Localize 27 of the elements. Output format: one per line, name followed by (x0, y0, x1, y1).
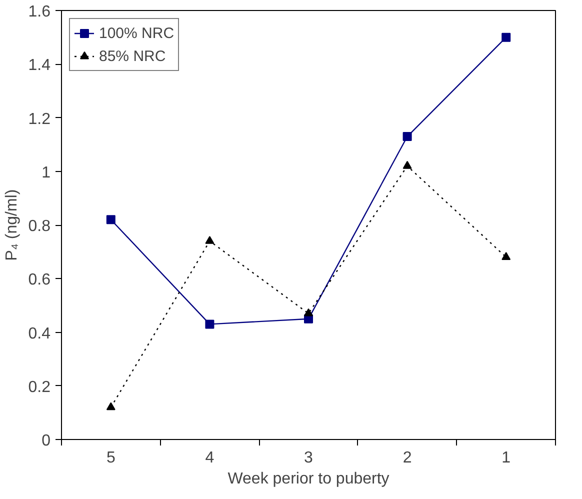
point (402, 160, 412, 169)
y-tick-label: 1 (42, 164, 51, 182)
y-axis-title: P₄ (ng/ml) (3, 189, 20, 261)
y-tick-label: 1.2 (28, 110, 51, 128)
x-tick-label: 4 (205, 450, 214, 466)
point (304, 308, 313, 316)
x-tick-label: 2 (402, 450, 412, 466)
y-tick-label: 1.6 (28, 4, 51, 20)
point (502, 32, 511, 42)
point (502, 252, 511, 260)
y-tick-label: 0.2 (28, 378, 51, 396)
x-axis-title: Week perior to puberty (228, 470, 390, 488)
y-tick-label: 1.4 (28, 57, 51, 74)
point (205, 236, 214, 244)
point (402, 132, 412, 142)
y-tick-label: 0 (42, 432, 51, 450)
y-tick-label: 0.8 (28, 218, 51, 235)
point (106, 215, 116, 224)
point (106, 402, 116, 410)
x-tick-label: 1 (502, 450, 511, 466)
point (205, 320, 214, 329)
x-tick-label: 3 (304, 450, 314, 466)
legend-label: 100% NRC (99, 24, 174, 42)
y-tick-label: 0.4 (28, 325, 51, 342)
legend-label: 85% NRC (99, 48, 166, 64)
x-tick-label: 5 (106, 450, 116, 466)
y-tick-label: 0.6 (28, 272, 51, 289)
